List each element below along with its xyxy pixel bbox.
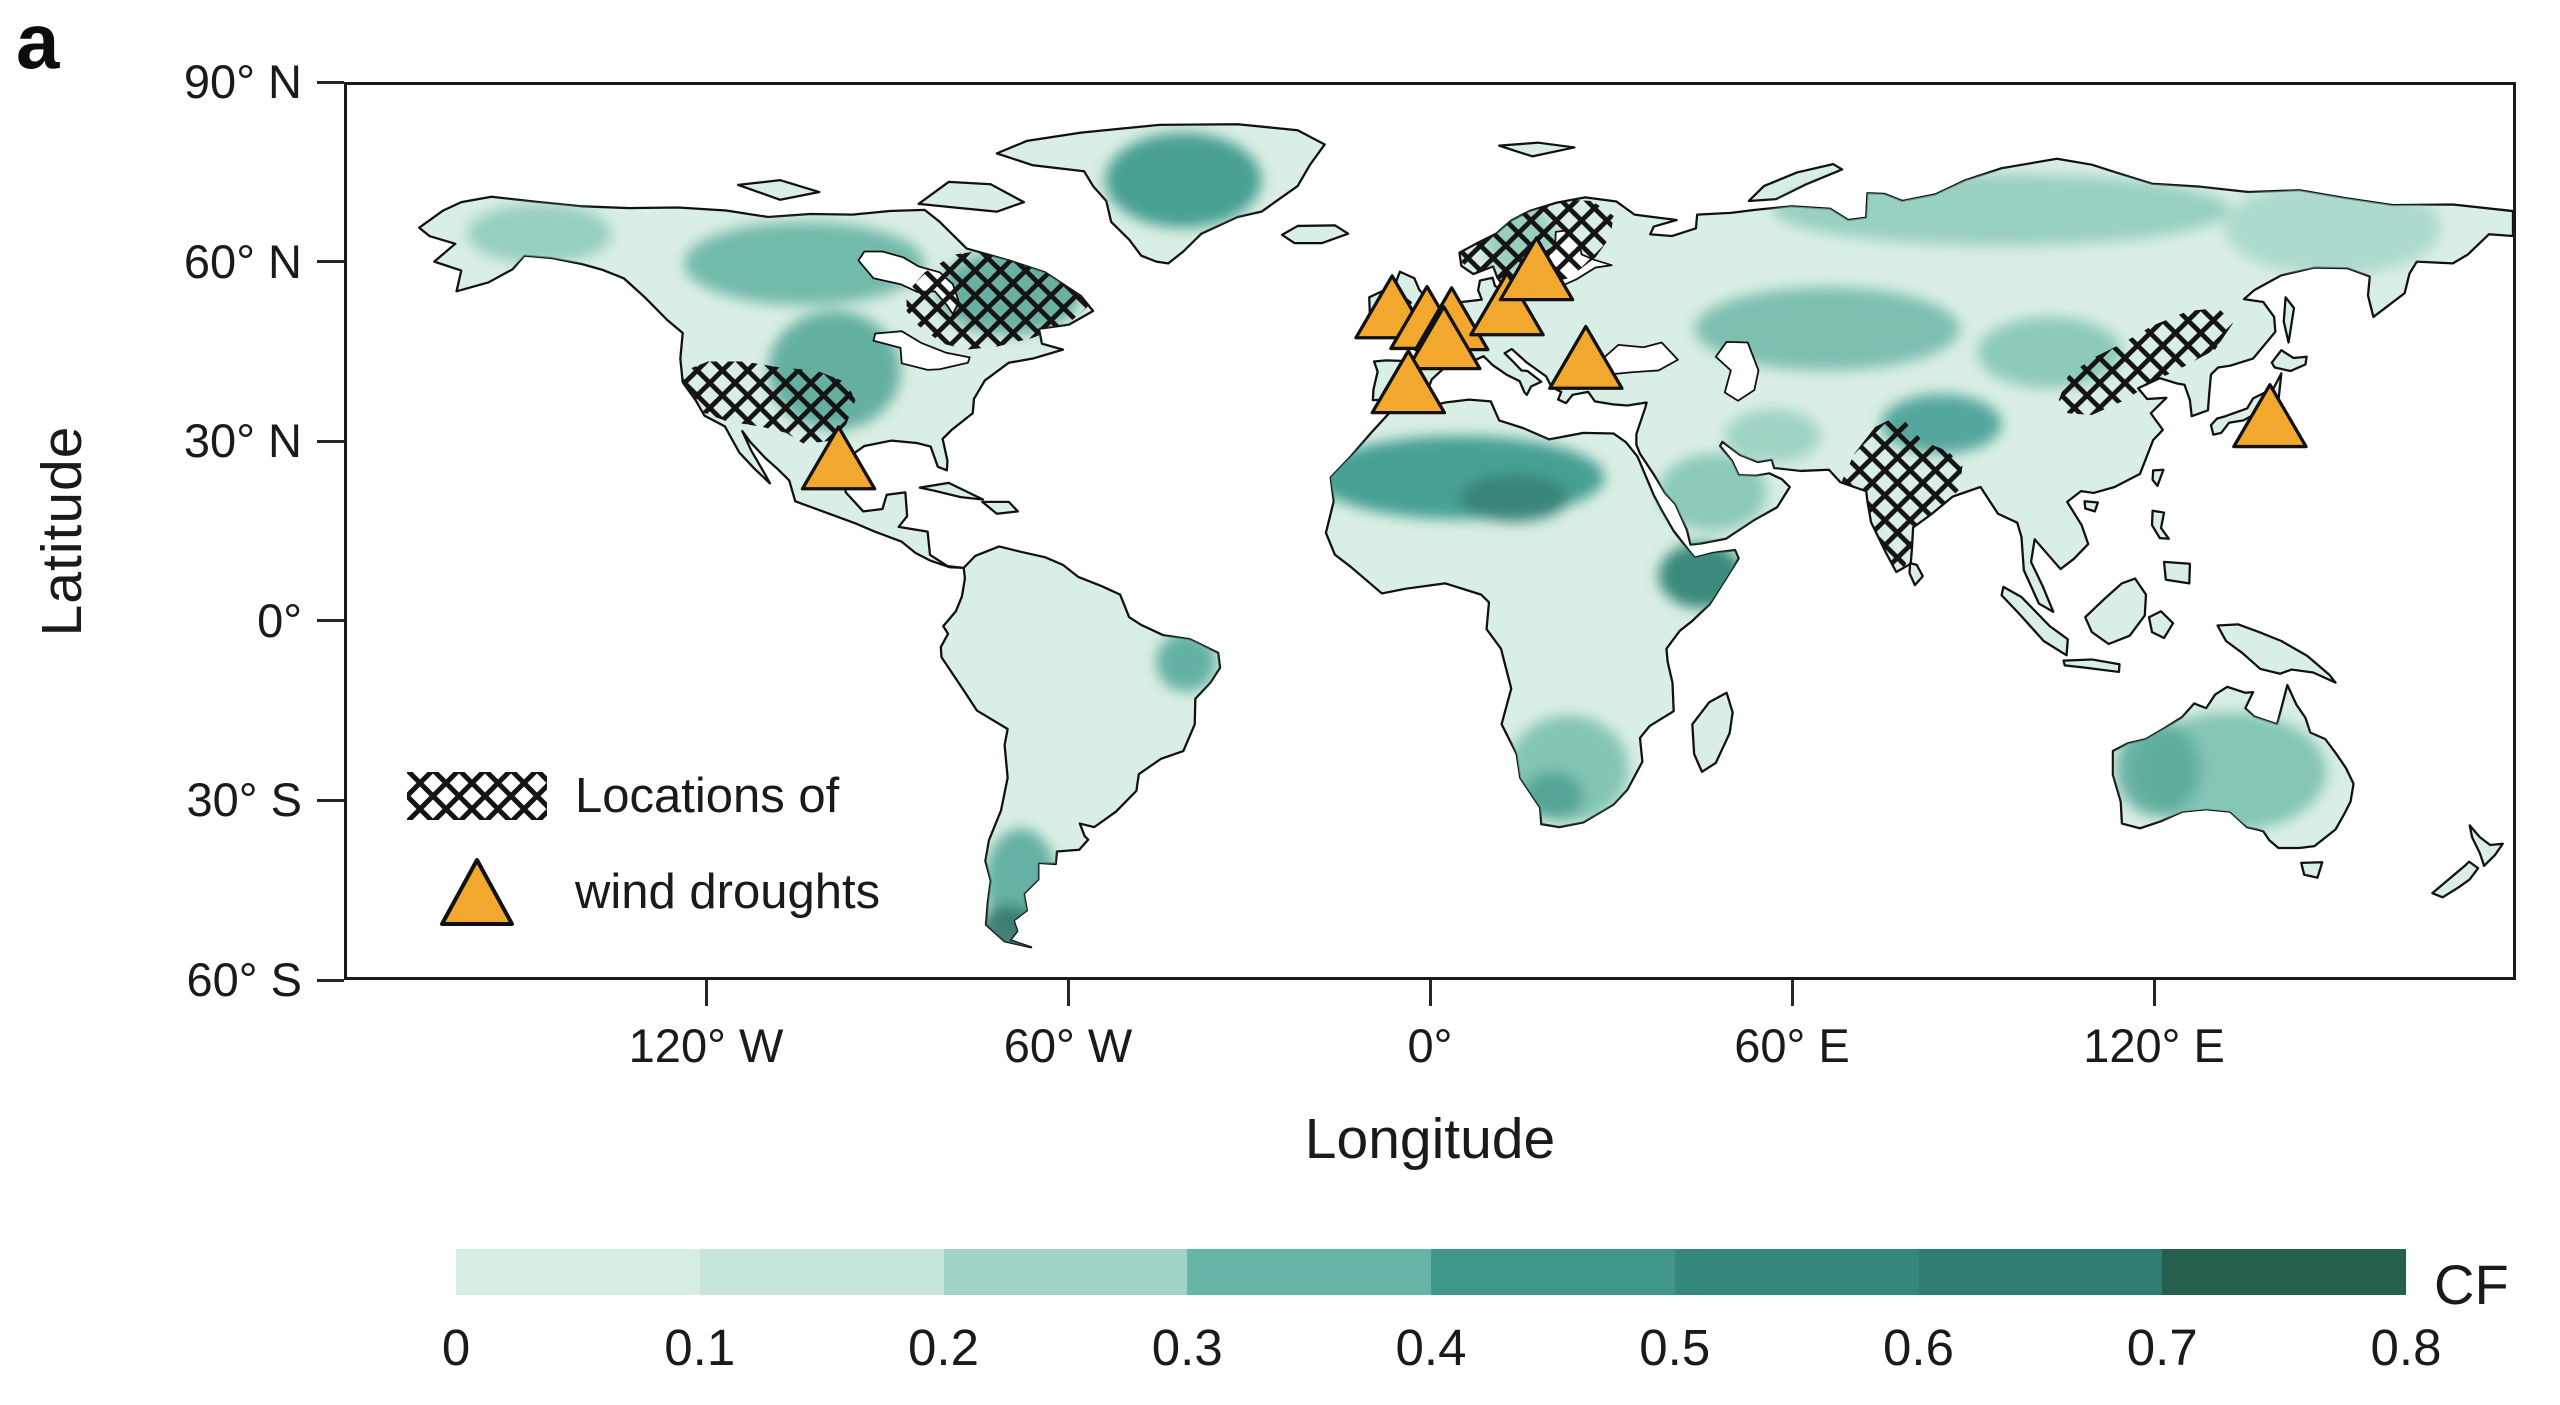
hatch-region-western-united-states	[677, 361, 856, 445]
x-tick-mark	[1066, 980, 1070, 1006]
legend-row-hatch: Locations of	[407, 757, 880, 835]
hispaniola	[981, 500, 1020, 515]
wind-drought-markers	[800, 236, 2308, 491]
y-tick-label: 0°	[257, 593, 302, 647]
x-tick-mark	[704, 980, 708, 1006]
wind-drought-marker-central-spain	[1370, 349, 1447, 415]
colorbar-segment-0	[456, 1249, 700, 1295]
borneo	[2084, 577, 2148, 646]
hatch-swatch-icon	[407, 772, 547, 820]
legend-row-triangle: wind droughts	[407, 853, 880, 931]
y-tick-label: 60° N	[183, 234, 302, 288]
y-tick-mark	[317, 978, 344, 982]
baffin-island	[917, 180, 1026, 213]
triangle-swatch-icon	[440, 858, 514, 926]
colorbar-tick-0.7: 0.7	[2126, 1319, 2198, 1376]
colorbar-tick-0: 0	[441, 1319, 471, 1376]
great-lakes	[872, 330, 971, 371]
taiwan	[2151, 468, 2165, 487]
y-tick-mark	[317, 619, 344, 623]
y-tick-mark	[317, 439, 344, 443]
new-guinea	[2216, 623, 2337, 684]
map-axes: Locations of wind droughts	[344, 82, 2516, 980]
x-tick-label: 120° E	[2083, 1019, 2225, 1072]
wind-drought-marker-southern-sweden	[1498, 236, 1575, 302]
wind-drought-marker-northern-germany	[1469, 271, 1545, 337]
sulawesi	[2147, 610, 2175, 640]
y-tick-mark	[317, 260, 344, 264]
colorbar-segment-2	[943, 1249, 1188, 1295]
colorbar-title: CF	[2434, 1253, 2509, 1316]
colorbar	[456, 1249, 2406, 1295]
colorbar-tick-0.4: 0.4	[1395, 1319, 1467, 1376]
new-zealand-south	[2431, 860, 2480, 899]
colorbar-segment-5	[1674, 1249, 1919, 1295]
x-tick-label: 60° W	[1003, 1019, 1133, 1072]
x-axis-title: Longitude	[1304, 1107, 1556, 1171]
wind-drought-marker-romania-black-sea	[1548, 324, 1624, 390]
sakhalin	[2282, 296, 2296, 344]
japan-hokkaido	[2270, 349, 2308, 373]
sumatra	[2000, 585, 2069, 657]
java	[2062, 658, 2121, 674]
philippines-luzon	[2150, 509, 2170, 540]
panel-label: a	[16, 0, 60, 85]
wind-drought-marker-central-france	[1406, 305, 1482, 371]
eurasia	[1371, 157, 2513, 614]
y-tick-label: 30° N	[183, 414, 302, 468]
y-tick-label: 60° S	[186, 953, 302, 1006]
iceland	[1280, 224, 1350, 245]
y-tick-mark	[317, 798, 344, 802]
colorbar-segment-1	[699, 1249, 944, 1295]
world-map	[418, 123, 2513, 949]
x-tick-label: 120° W	[628, 1019, 784, 1072]
black-sea	[1598, 341, 1679, 376]
x-tick-mark	[1790, 980, 1794, 1006]
colorbar-tick-0.1: 0.1	[664, 1319, 736, 1376]
hainan	[2083, 500, 2099, 513]
y-tick-label: 30° S	[186, 773, 302, 827]
colorbar-tick-0.5: 0.5	[1639, 1319, 1711, 1376]
colorbar-segment-3	[1187, 1249, 1431, 1295]
x-tick-label: 60° E	[1734, 1019, 1850, 1072]
legend-label-line2: wind droughts	[575, 864, 881, 919]
colorbar-tick-0.6: 0.6	[1883, 1319, 1954, 1376]
colorbar-segment-4	[1431, 1249, 1675, 1295]
hatch-region-northeast-china	[2058, 308, 2234, 416]
victoria-island	[736, 179, 821, 201]
philippines-mindanao	[2162, 560, 2192, 585]
x-tick-mark	[1428, 980, 1432, 1006]
cf-shading	[467, 132, 2441, 948]
new-zealand-north	[2468, 824, 2504, 867]
colorbar-segment-7	[2162, 1249, 2406, 1295]
south-america	[939, 545, 1222, 949]
madagascar	[1691, 691, 1734, 773]
colorbar-segment-6	[1918, 1249, 2163, 1295]
tasmania	[2300, 861, 2324, 879]
caspian-sea	[1714, 341, 1760, 402]
svalbard	[1498, 141, 1576, 158]
y-tick-label: 90° N	[183, 55, 302, 108]
colorbar-tick-0.2: 0.2	[908, 1319, 979, 1376]
novaya-zemlya	[1747, 162, 1844, 203]
legend-label-line1: Locations of	[575, 768, 840, 823]
x-tick-label: 0°	[1407, 1019, 1453, 1072]
x-tick-mark	[2152, 980, 2156, 1006]
colorbar-tick-0.8: 0.8	[2370, 1319, 2442, 1376]
hatch-region-eastern-canada	[906, 248, 1094, 350]
colorbar-tick-0.3: 0.3	[1151, 1319, 1223, 1376]
wind-drought-marker-central-japan	[2232, 383, 2308, 449]
wind-drought-marker-south-texas-usa	[800, 425, 877, 491]
sri-lanka	[1908, 561, 1924, 587]
cuba	[918, 481, 985, 501]
map-legend: Locations of wind droughts	[407, 757, 880, 949]
y-tick-mark	[317, 80, 344, 84]
